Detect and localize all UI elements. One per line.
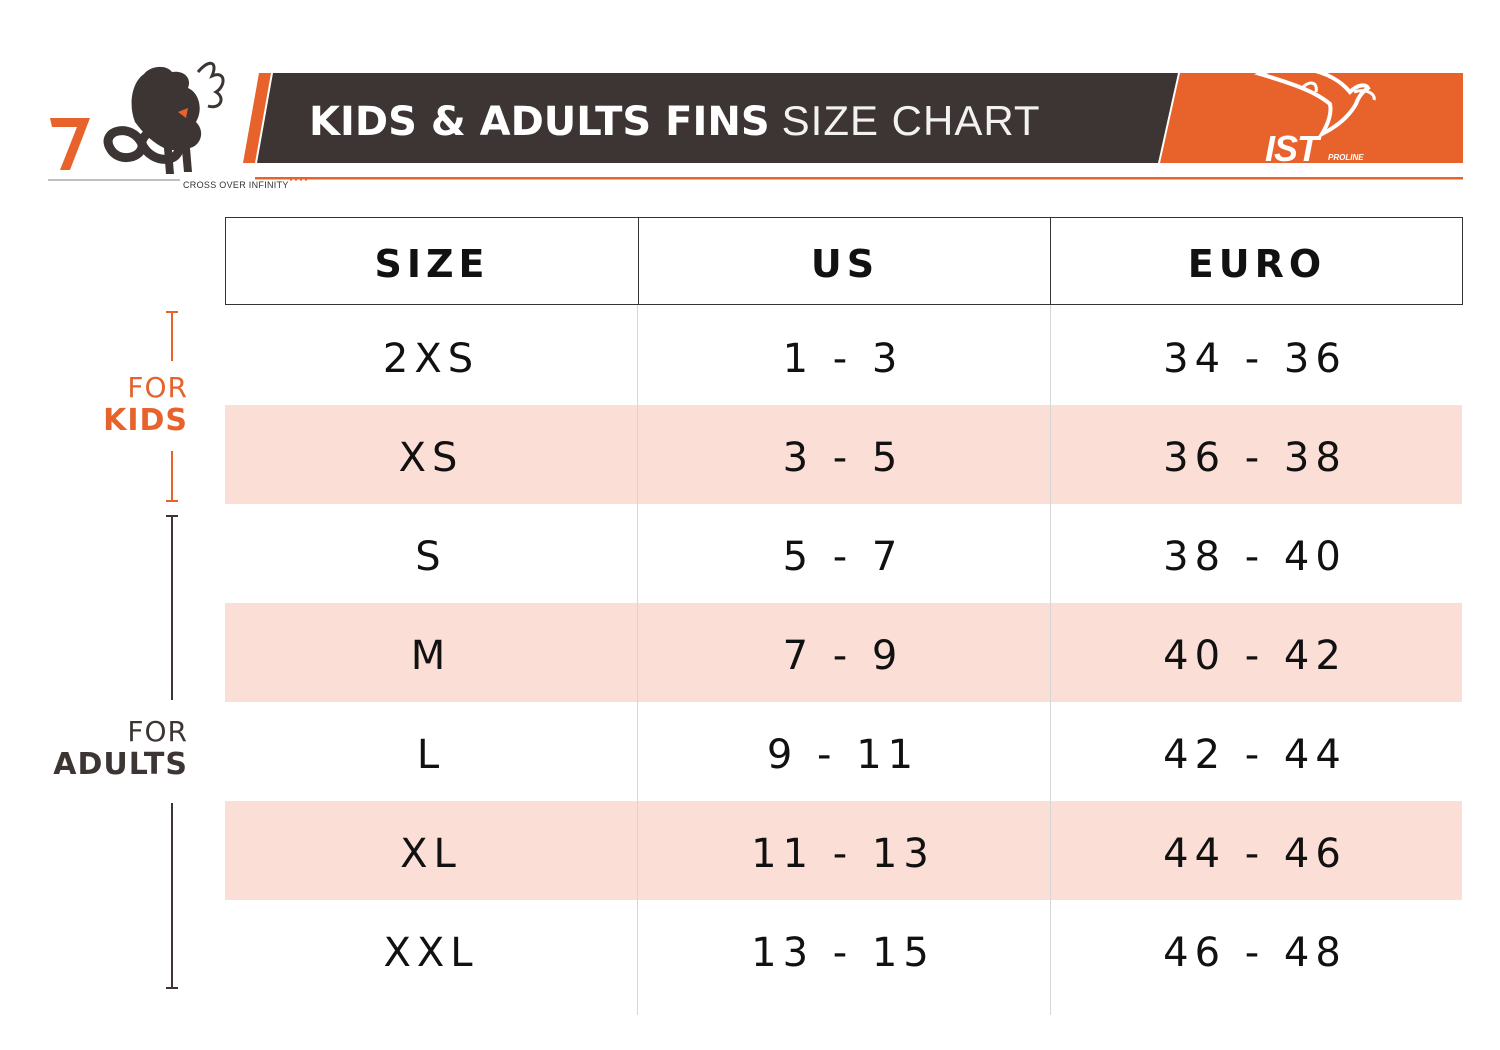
title-light: SIZE CHART xyxy=(781,97,1041,144)
group-label-kids: FOR KIDS xyxy=(103,372,188,438)
header-euro: EURO xyxy=(1050,218,1463,304)
cell-size: S xyxy=(415,534,447,580)
cell-euro: 40 - 42 xyxy=(1163,633,1347,679)
table-row: L 9 - 11 42 - 44 xyxy=(225,702,1462,801)
brand-subtitle: PROLINE xyxy=(1328,153,1364,162)
dolphin-icon xyxy=(1253,66,1376,139)
group-label-adults: FOR ADULTS xyxy=(53,716,188,782)
horse-infinity-icon xyxy=(48,61,308,181)
cell-us: 5 - 7 xyxy=(782,534,904,580)
table-row: XL 11 - 13 44 - 46 xyxy=(225,801,1462,900)
table-row: 2XS 1 - 3 34 - 36 xyxy=(225,306,1462,405)
page-title: KIDS & ADULTS FINS SIZE CHART xyxy=(309,96,1041,146)
brand-logo-ist: IST PROLINE xyxy=(1250,62,1380,172)
cell-euro: 44 - 46 xyxy=(1163,831,1347,877)
kids-label-line2: KIDS xyxy=(103,403,188,438)
cell-size: XS xyxy=(398,435,464,481)
cell-us: 1 - 3 xyxy=(782,336,904,382)
cell-size: M xyxy=(410,633,452,679)
header-banner xyxy=(243,73,1463,183)
kids-label-line1: FOR xyxy=(127,371,188,404)
cell-euro: 36 - 38 xyxy=(1163,435,1347,481)
table-row: M 7 - 9 40 - 42 xyxy=(225,603,1462,702)
column-divider xyxy=(637,305,638,1015)
brand-logo-700: CROSS OVER INFINITY xyxy=(40,52,310,194)
cell-euro: 34 - 36 xyxy=(1163,336,1347,382)
column-divider xyxy=(1050,305,1051,1015)
adults-label-line1: FOR xyxy=(127,715,188,748)
cell-us: 13 - 15 xyxy=(751,930,935,976)
cell-size: XXL xyxy=(383,930,479,976)
header-us: US xyxy=(638,218,1051,304)
logo-tagline: CROSS OVER INFINITY xyxy=(183,180,289,190)
cell-us: 3 - 5 xyxy=(782,435,904,481)
brand-name: IST xyxy=(1265,128,1319,169)
cell-euro: 38 - 40 xyxy=(1163,534,1347,580)
cell-size: 2XS xyxy=(382,336,480,382)
table-header: SIZE US EURO xyxy=(225,217,1463,305)
table-row: XXL 13 - 15 46 - 48 xyxy=(225,900,1462,999)
title-bold: KIDS & ADULTS FINS xyxy=(309,99,770,145)
table-row: S 5 - 7 38 - 40 xyxy=(225,504,1462,603)
cell-us: 11 - 13 xyxy=(751,831,935,877)
kids-bracket xyxy=(166,311,178,502)
table-row: XS 3 - 5 36 - 38 xyxy=(225,405,1462,504)
cell-us: 9 - 11 xyxy=(766,732,920,778)
cell-size: XL xyxy=(400,831,462,877)
cell-euro: 46 - 48 xyxy=(1163,930,1347,976)
adults-bracket xyxy=(166,515,178,989)
cell-size: L xyxy=(416,732,446,778)
header-size: SIZE xyxy=(374,242,490,286)
adults-label-line2: ADULTS xyxy=(53,747,188,782)
cell-us: 7 - 9 xyxy=(782,633,904,679)
cell-euro: 42 - 44 xyxy=(1163,732,1347,778)
